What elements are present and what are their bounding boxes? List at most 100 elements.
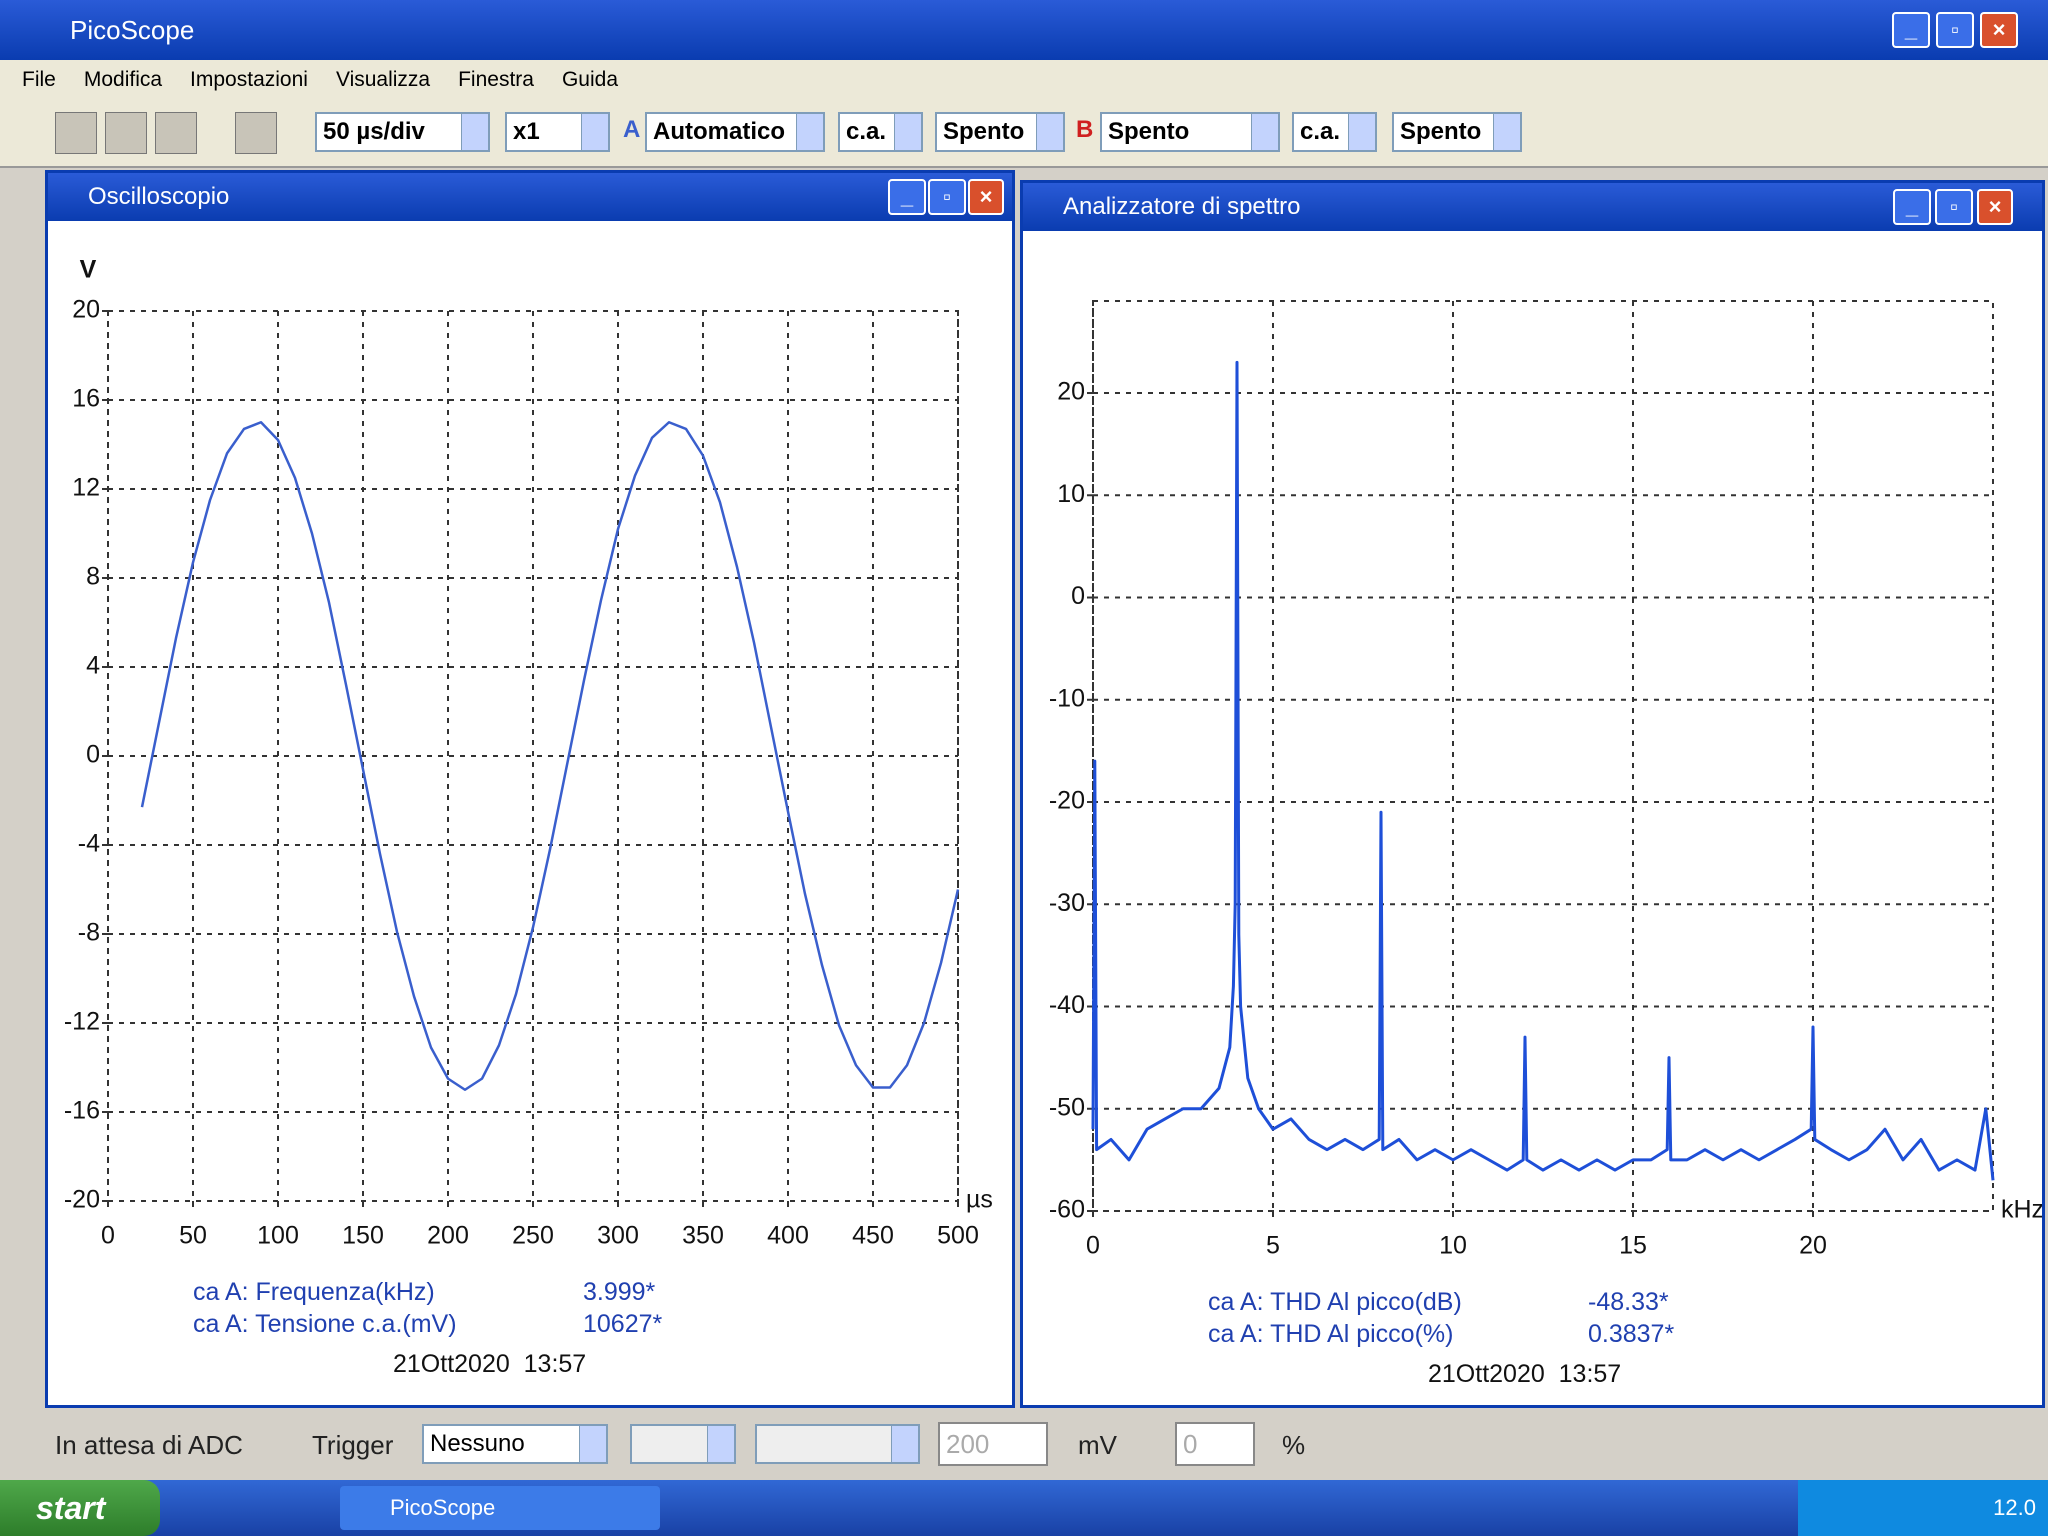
disabled-select	[755, 1424, 920, 1464]
close-button[interactable]: ×	[1980, 12, 2018, 48]
minimize-button[interactable]: _	[1893, 189, 1931, 225]
y-tick-label: 0	[86, 741, 100, 769]
measurement-label: ca A: Tensione c.a.(mV)	[193, 1310, 457, 1338]
y-tick-label: 16	[72, 385, 100, 413]
channel-label: A	[623, 116, 641, 143]
status-text: In attesa di ADC	[55, 1430, 243, 1460]
x-axis-label: µs	[966, 1186, 993, 1214]
delay-input[interactable]: 0	[1175, 1422, 1255, 1466]
y-tick-label: 12	[72, 474, 100, 502]
y-tick-label: -8	[78, 919, 100, 947]
coupling-select[interactable]: c.a.	[1292, 112, 1377, 152]
trigger-mode-select[interactable]: Automatico	[645, 112, 825, 152]
trigger-select[interactable]: Nessuno	[422, 1424, 608, 1464]
menu-item[interactable]: File	[22, 68, 56, 91]
x-tick-label: 5	[1266, 1232, 1280, 1260]
x-tick-label: 200	[427, 1222, 469, 1250]
measurement-value: 3.999*	[583, 1278, 656, 1306]
x-tick-label: 450	[852, 1222, 894, 1250]
series-line	[140, 421, 960, 1091]
y-axis-label: V	[80, 256, 97, 284]
y-tick-label: 8	[86, 563, 100, 591]
maximize-button[interactable]: ▫	[928, 179, 966, 215]
x-tick-label: 300	[597, 1222, 639, 1250]
y-tick-label: 20	[1057, 378, 1085, 406]
x-tick-label: 150	[342, 1222, 384, 1250]
maximize-button[interactable]: ▫	[1936, 12, 1974, 48]
x-tick-label: 15	[1619, 1232, 1647, 1260]
channel-label: B	[1076, 116, 1094, 143]
measurement-label: ca A: Frequenza(kHz)	[193, 1278, 435, 1306]
tool-button[interactable]	[155, 112, 197, 154]
y-tick-label: -30	[1049, 889, 1085, 917]
spectrum-chart: -60 -50 -40 -30 -20 -10 0 10 20 0 5 10 15 20 kHz	[1049, 300, 2044, 1260]
toolbar: 50 µs/div x1 A Automatico c.a. Spento B …	[0, 100, 2048, 168]
series-line	[1091, 360, 1995, 1181]
maximize-button[interactable]: ▫	[1935, 189, 1973, 225]
close-button[interactable]: ×	[1977, 189, 2013, 225]
timebase-select[interactable]: 50 µs/div	[315, 112, 490, 152]
x-tick-label: 250	[512, 1222, 554, 1250]
tool-button[interactable]	[55, 112, 97, 154]
range-select[interactable]: Spento	[1392, 112, 1522, 152]
y-tick-label: 4	[86, 652, 100, 680]
minimize-button[interactable]: _	[888, 179, 926, 215]
y-tick-label: 20	[72, 296, 100, 324]
menu-item[interactable]: Guida	[561, 68, 619, 91]
status-bar: In attesa di ADC Trigger Nessuno 200 mV …	[0, 1410, 2048, 1480]
y-tick-label: -12	[64, 1008, 100, 1036]
title-bar: PicoScope _ ▫ ×	[0, 0, 2048, 60]
timestamp: 21Ott2020 13:57	[393, 1350, 587, 1378]
disabled-select	[630, 1424, 736, 1464]
tool-button[interactable]	[105, 112, 147, 154]
x-tick-label: 100	[257, 1222, 299, 1250]
level-unit: mV	[1078, 1430, 1117, 1460]
start-button[interactable]: start	[0, 1480, 160, 1536]
menu-item[interactable]: Impostazioni	[190, 68, 308, 91]
spectrum-window: Analizzatore di spettro _ ▫ × -60 -50 -40-…	[1020, 180, 2045, 1408]
range-select[interactable]: Spento	[935, 112, 1065, 152]
task-button[interactable]: PicoScope	[340, 1486, 660, 1530]
trigger-label: Trigger	[312, 1430, 394, 1460]
x-tick-label: 50	[179, 1222, 207, 1250]
window-title-text: Analizzatore di spettro	[1063, 193, 1301, 220]
menu-item[interactable]: Finestra	[458, 68, 534, 91]
minimize-button[interactable]: _	[1892, 12, 1930, 48]
coupling-select[interactable]: c.a.	[838, 112, 923, 152]
measurement-label: ca A: THD Al picco(dB)	[1208, 1288, 1462, 1316]
tool-button[interactable]	[235, 112, 277, 154]
y-tick-label: -60	[1049, 1196, 1085, 1224]
x-tick-label: 20	[1799, 1232, 1827, 1260]
measurement-value: 0.3837*	[1588, 1320, 1675, 1348]
taskbar: start PicoScope 12.0	[0, 1480, 2048, 1536]
y-tick-label: -16	[64, 1097, 100, 1125]
scope-window: Oscilloscopio _ ▫ × -20 -16 -12 -8 -4 0 4 8 12 16…	[45, 170, 1015, 1408]
level-input[interactable]: 200	[938, 1422, 1048, 1466]
x-tick-label: 10	[1439, 1232, 1467, 1260]
x-tick-label: 0	[101, 1222, 115, 1250]
y-tick-label: 0	[1071, 582, 1085, 610]
x-tick-label: 400	[767, 1222, 809, 1250]
x-tick-label: 0	[1086, 1232, 1100, 1260]
y-tick-label: -10	[1049, 684, 1085, 712]
y-tick-label: 10	[1057, 480, 1085, 508]
window-title: Oscilloscopio _ ▫ ×	[48, 173, 1012, 221]
measurement-value: -48.33*	[1588, 1288, 1669, 1316]
y-tick-label: -50	[1049, 1093, 1085, 1121]
range-select[interactable]: Spento	[1100, 112, 1280, 152]
y-tick-label: -20	[64, 1186, 100, 1214]
menu-item[interactable]: Modifica	[83, 68, 163, 91]
y-tick-label: -20	[1049, 787, 1085, 815]
menu-bar: File Modifica Impostazioni Visualizza Finest…	[0, 60, 2048, 100]
plot-frame	[1092, 300, 1994, 1212]
menu-item[interactable]: Visualizza	[335, 68, 431, 91]
x-tick-label: 350	[682, 1222, 724, 1250]
app-title: PicoScope	[70, 15, 195, 45]
timestamp: 21Ott2020 13:57	[1428, 1360, 1622, 1388]
measurement-value: 10627*	[583, 1310, 663, 1338]
close-button[interactable]: ×	[968, 179, 1004, 215]
multiplier-select[interactable]: x1	[505, 112, 610, 152]
x-tick-label: 500	[937, 1222, 979, 1250]
